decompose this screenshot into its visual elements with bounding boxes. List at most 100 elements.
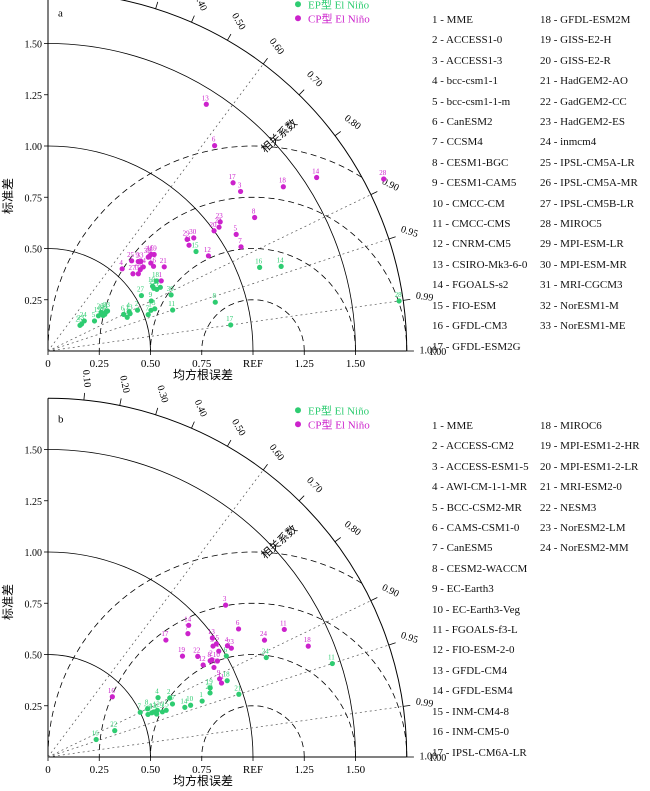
corr-tick — [191, 15, 195, 23]
model-entry: 10 - CMCC-CM — [432, 197, 505, 210]
point-label: 1 — [199, 691, 203, 699]
point-label: 12 — [199, 655, 207, 663]
panel-label: a — [58, 7, 63, 19]
model-entry: 18 - GFDL-ESM2M — [540, 14, 631, 26]
std-arc — [47, 43, 356, 352]
legend-entry: CP型 El Niño — [308, 417, 370, 431]
point-label: 9 — [135, 251, 139, 259]
data-point — [158, 278, 164, 284]
point-label: 21 — [234, 684, 242, 692]
data-point — [223, 653, 229, 659]
model-entry: 22 - NESM3 — [540, 501, 597, 514]
y-tick-label: 0.25 — [25, 296, 43, 307]
point-label: 22 — [193, 646, 201, 654]
corr-tick-label: 0.50 — [229, 11, 247, 32]
point-label: 26 — [99, 305, 107, 313]
data-point — [161, 264, 167, 270]
rms-arc — [47, 551, 362, 758]
corr-tick-label: 1.00 — [420, 345, 438, 356]
y-tick-label: 1.00 — [25, 548, 43, 559]
corr-tick-label: 0.50 — [229, 417, 247, 438]
point-label: 18 — [279, 177, 287, 185]
model-entry: 4 - bcc-csm1-1 — [432, 75, 498, 88]
legend-entry: CP型 El Niño — [308, 11, 370, 25]
point-label: 8 — [207, 651, 211, 659]
point-label: 17 — [161, 630, 169, 638]
data-point — [124, 314, 130, 320]
legend-marker — [295, 15, 301, 22]
point-label: 15 — [192, 242, 200, 250]
corr-tick — [119, 398, 122, 406]
corr-tick-label: 0.80 — [342, 519, 363, 538]
data-point — [135, 271, 141, 277]
x-tick-label: 1.50 — [346, 764, 366, 776]
data-point — [224, 678, 230, 684]
point-label: 10 — [186, 695, 194, 703]
corr-tick — [298, 495, 305, 502]
corr-tick-label: 0.99 — [415, 696, 434, 709]
model-entry: 5 - bcc-csm1-1-m — [432, 95, 511, 108]
model-entry: 9 - CESM1-CAM5 — [432, 177, 517, 190]
data-point — [145, 312, 151, 318]
std-arc — [47, 551, 254, 758]
data-point — [381, 176, 387, 182]
point-label: 23 — [227, 638, 235, 646]
point-label: 7 — [138, 702, 142, 710]
data-point — [127, 311, 133, 317]
data-point — [163, 637, 169, 643]
model-entry: 23 - HadGEM2-ES — [540, 116, 625, 129]
point-label: 6 — [212, 136, 216, 144]
point-label: 4 — [126, 302, 130, 310]
model-entry: 1 - MME — [432, 14, 473, 26]
model-entry: 22 - GadGEM2-CC — [540, 95, 627, 108]
x-tick-label: 0.50 — [141, 358, 161, 370]
data-point — [148, 298, 154, 304]
corr-tick-label: 0.70 — [304, 69, 324, 89]
point-label: 20 — [97, 303, 105, 311]
data-point — [163, 707, 169, 713]
std-arc — [47, 449, 356, 758]
point-label: 16 — [108, 687, 116, 695]
y-axis-label: 标准差 — [1, 584, 15, 620]
legend-marker — [295, 421, 301, 428]
legend-entry: EP型 El Niño — [308, 0, 370, 11]
x-axis-label: 均方根误差 — [173, 367, 233, 382]
rms-arc — [47, 145, 362, 352]
model-entry: 28 - MIROC5 — [540, 218, 602, 231]
data-point — [167, 695, 173, 701]
taylor-panel-b: 0.10 0.20 0.30 0.40 0.50 0.60 0.70 0.80 0.90 0.95… — [1, 369, 446, 788]
data-point — [151, 251, 157, 258]
data-point — [186, 622, 192, 628]
data-point — [205, 253, 212, 259]
model-entry: 17 - GFDL-ESM2G — [432, 340, 521, 353]
model-entry: 19 - GISS-E2-H — [540, 34, 612, 47]
model-entry: 30 - MPI-ESM-MR — [540, 258, 627, 271]
std-arc — [47, 145, 254, 352]
point-label: 7 — [185, 624, 189, 632]
data-point — [179, 653, 186, 659]
corr-tick-label: 0.40 — [192, 398, 209, 418]
point-label: 20 — [209, 657, 217, 665]
model-entry: 26 - IPSL-CM5A-MR — [540, 177, 638, 190]
point-label: 29 — [183, 229, 191, 237]
model-entry: 23 - NorESM2-LM — [540, 522, 626, 535]
data-point — [207, 690, 213, 696]
model-entry: 20 - MPI-ESM1-2-LR — [540, 460, 639, 473]
model-entry: 4 - AWI-CM-1-1-MR — [432, 481, 528, 494]
point-label: 7 — [238, 237, 242, 245]
point-label: 7 — [145, 305, 149, 313]
corr-tick — [334, 131, 341, 137]
point-label: 14 — [277, 256, 285, 264]
data-point — [137, 267, 143, 273]
point-label: 9 — [149, 291, 153, 299]
x-tick-label: 0.25 — [90, 358, 110, 370]
y-tick-label: 0.25 — [25, 702, 43, 713]
point-label: 6 — [224, 646, 228, 654]
point-label: 13 — [126, 304, 134, 312]
point-label: 3 — [152, 299, 156, 307]
model-entry: 31 - MRI-CGCM3 — [540, 279, 623, 292]
data-point — [212, 143, 218, 149]
corr-tick — [262, 58, 268, 65]
data-point — [170, 307, 176, 313]
point-label: 30 — [189, 228, 197, 236]
